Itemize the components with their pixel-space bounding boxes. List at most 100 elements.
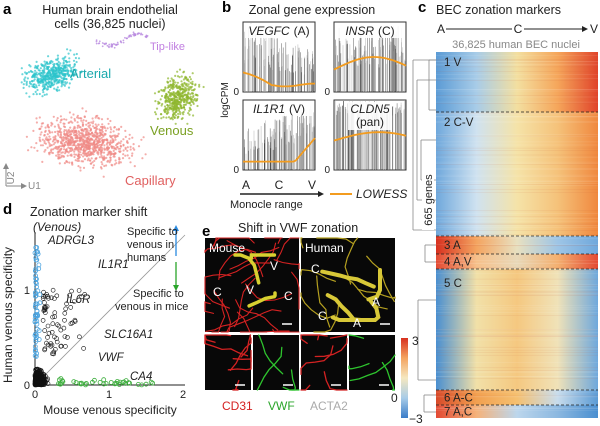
umap-point xyxy=(111,137,114,141)
umap-point xyxy=(120,140,123,143)
umap-point xyxy=(113,163,116,166)
umap-point xyxy=(56,64,59,67)
umap-point xyxy=(53,73,56,76)
vessel xyxy=(313,303,340,333)
umap-point xyxy=(83,139,86,142)
gene-point xyxy=(64,301,69,307)
umap-point xyxy=(140,138,143,141)
umap-point xyxy=(171,116,174,119)
umap-point xyxy=(165,99,168,102)
umap-point xyxy=(76,116,79,119)
umap-point xyxy=(51,131,54,134)
umap-point xyxy=(41,85,44,88)
umap-point xyxy=(93,159,96,162)
umap-point xyxy=(128,133,131,136)
vessel xyxy=(247,291,277,308)
gene-point xyxy=(35,312,40,318)
umap-point xyxy=(121,157,125,160)
umap-point xyxy=(40,75,43,78)
umap-point xyxy=(87,122,90,125)
umap-point xyxy=(124,147,127,151)
vessel xyxy=(244,283,293,302)
x-tick-label: C xyxy=(275,178,284,192)
umap-point xyxy=(50,144,53,147)
umap-point xyxy=(109,143,112,146)
colorbar-tick: 3 xyxy=(412,334,419,348)
umap-point xyxy=(196,104,199,108)
umap-point xyxy=(189,97,192,100)
umap-point xyxy=(122,39,125,42)
umap-point xyxy=(141,157,144,160)
umap-point xyxy=(103,126,107,130)
gene-point xyxy=(42,307,48,313)
lowess-curve xyxy=(243,137,316,163)
panel-title: BEC zonation markers xyxy=(436,3,561,17)
vessel-label: V xyxy=(246,283,254,297)
umap-point xyxy=(115,44,117,46)
umap-point xyxy=(178,100,181,103)
umap-point xyxy=(124,135,127,138)
gene-point xyxy=(50,321,56,327)
gene-point xyxy=(33,290,38,296)
gene-point xyxy=(117,382,122,387)
axis-label: Mouse venous specificity xyxy=(43,403,176,417)
umap-point xyxy=(109,134,112,137)
heatmap-block xyxy=(436,112,598,236)
gene-point xyxy=(148,379,154,385)
umap-point xyxy=(100,147,104,150)
umap-point xyxy=(76,135,79,138)
umap-point xyxy=(81,107,84,110)
umap-point xyxy=(47,55,50,58)
umap-point xyxy=(85,148,88,151)
axis-label: Human venous specificity xyxy=(1,247,15,383)
umap-point xyxy=(63,162,66,165)
umap-point xyxy=(133,33,136,36)
umap-point xyxy=(55,139,58,142)
arrow-head xyxy=(21,183,27,189)
umap-point xyxy=(38,138,41,141)
umap-point xyxy=(109,156,112,159)
umap-point xyxy=(176,116,179,120)
umap-point xyxy=(113,46,116,49)
panel-letter: c xyxy=(418,0,426,16)
umap-point xyxy=(62,83,65,86)
umap-point xyxy=(178,111,182,114)
umap-point xyxy=(68,65,71,68)
gene-point xyxy=(56,323,62,329)
umap-point xyxy=(92,153,95,156)
label-bg xyxy=(245,102,313,116)
heatmap-block xyxy=(436,390,598,405)
annotation: humans xyxy=(127,252,167,264)
umap-point xyxy=(83,158,87,161)
gene-point xyxy=(78,381,84,387)
cluster-label: Arterial xyxy=(70,66,111,81)
vessel xyxy=(229,246,280,270)
umap-point xyxy=(36,149,39,152)
vessel xyxy=(232,379,240,391)
umap-point xyxy=(25,82,28,85)
umap-point xyxy=(82,166,86,169)
zone-name: (A) xyxy=(294,24,310,38)
heatmap-block xyxy=(436,269,598,390)
y-tick-label: 1 xyxy=(24,285,30,297)
umap-point xyxy=(175,110,178,114)
gene-point xyxy=(36,367,41,372)
gene-label: CLDN5 xyxy=(350,102,390,116)
gene-point xyxy=(58,327,64,333)
umap-point xyxy=(176,93,179,96)
umap-point xyxy=(72,59,76,62)
panel-title: Zonation marker shift xyxy=(30,205,148,219)
umap-point xyxy=(88,142,91,145)
zone-name: (C) xyxy=(378,24,395,38)
gene-point xyxy=(45,335,50,340)
umap-point xyxy=(43,93,46,96)
vessel xyxy=(300,237,304,249)
umap-point xyxy=(51,140,55,143)
umap-point xyxy=(35,84,38,87)
umap-point xyxy=(163,105,167,108)
umap-point xyxy=(141,33,144,36)
umap-point xyxy=(36,73,39,76)
vessel xyxy=(349,354,396,382)
umap-point xyxy=(132,33,135,36)
